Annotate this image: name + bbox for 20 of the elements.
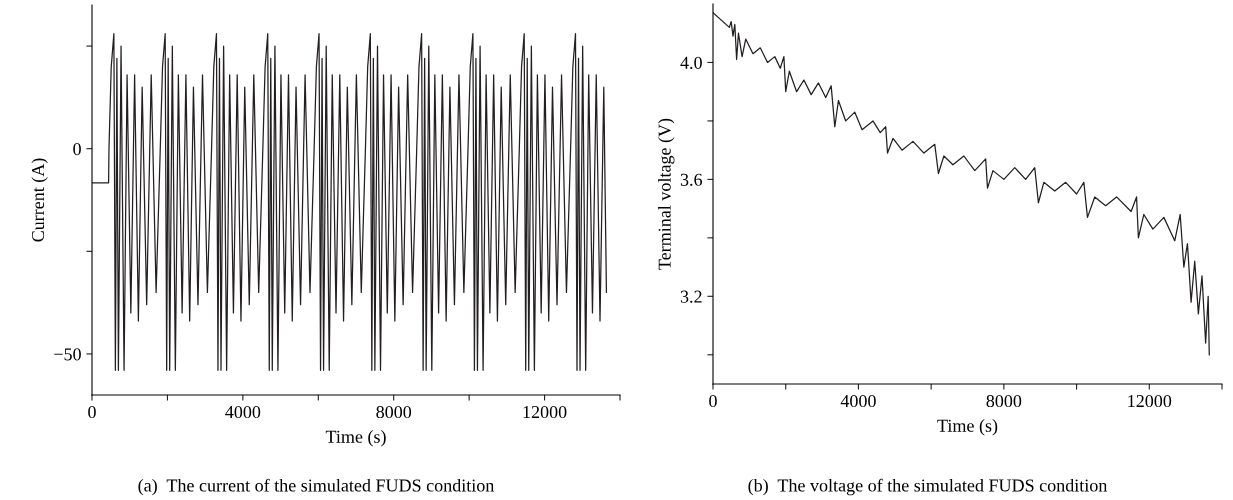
x-tick-label: 8000 bbox=[986, 394, 1022, 408]
y-axis-title: Current (A) bbox=[31, 158, 48, 242]
y-axis-title: Terminal voltage (V) bbox=[658, 118, 675, 270]
x-tick-label: 12000 bbox=[523, 405, 567, 419]
text: (a) The current of the simulated FUDS condition bbox=[138, 478, 495, 496]
x-axis-title: Time (s) bbox=[937, 419, 998, 436]
y-tick-label: 3.2 bbox=[680, 290, 702, 303]
line-series bbox=[92, 33, 608, 371]
x-tick-label: 12000 bbox=[1128, 394, 1172, 408]
line-series bbox=[713, 12, 1210, 356]
x-tick-label: 0 bbox=[709, 394, 717, 408]
x-tick-label: 4000 bbox=[225, 405, 261, 419]
x-tick-label: 4000 bbox=[840, 394, 876, 408]
x-tick-label: 8000 bbox=[376, 405, 412, 419]
x-tick-label: 0 bbox=[88, 405, 96, 419]
x-axis-title: Time (s) bbox=[325, 430, 386, 447]
text: (b) The voltage of the simulated FUDS condition bbox=[748, 478, 1108, 496]
y-tick-label: 4.0 bbox=[680, 56, 702, 69]
y-tick-label: 3.6 bbox=[680, 173, 703, 186]
y-tick-label: −50 bbox=[54, 348, 81, 361]
